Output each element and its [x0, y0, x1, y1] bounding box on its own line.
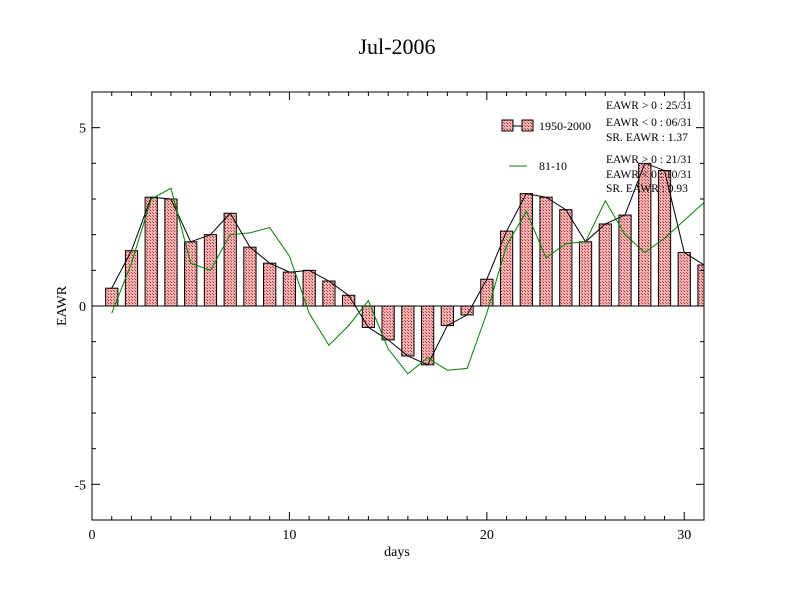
x-tick-label: 10 — [282, 528, 296, 543]
bar-day-20 — [480, 278, 494, 307]
stat-1950-pos: EAWR > 0 : 25/31 — [606, 100, 692, 112]
legend-label-1950-2000: 1950-2000 — [539, 119, 591, 133]
bar-day-10 — [282, 271, 297, 307]
chart-title: Jul-2006 — [359, 34, 436, 59]
series-line-81-10 — [111, 187, 704, 375]
legend-swatch-1950-2000 — [501, 119, 514, 132]
stat-1950-neg: EAWR < 0 : 06/31 — [606, 117, 692, 129]
stat-8110-neg: EAWR < 0 : 10/31 — [606, 169, 692, 181]
bar-day-31 — [697, 264, 704, 307]
x-axis-label: days — [384, 545, 410, 560]
stats-block: EAWR > 0 : 25/31 EAWR < 0 : 06/31 SR. EA… — [606, 100, 692, 195]
legend-label-81-10: 81-10 — [539, 159, 567, 173]
x-tick-label: 0 — [89, 528, 96, 543]
bar-day-30 — [677, 252, 691, 307]
bar-day-8 — [243, 246, 257, 307]
stat-8110-pos: EAWR > 0 : 21/31 — [606, 154, 692, 166]
legend: 1950-2000 81-10 — [501, 119, 591, 173]
bar-day-15 — [381, 305, 395, 341]
bar-day-25 — [578, 241, 593, 307]
bar-day-16 — [401, 305, 415, 357]
y-tick-label: 5 — [79, 122, 86, 137]
stat-8110-sr: SR. EAWR : 0.93 — [606, 183, 688, 195]
bar-day-24 — [559, 209, 573, 307]
bar-day-4 — [164, 198, 178, 307]
y-tick-label: -5 — [74, 478, 86, 493]
bar-day-12 — [322, 280, 336, 307]
legend-swatch-1950-2000-right — [521, 119, 534, 132]
bar-day-9 — [263, 262, 277, 307]
stat-1950-sr: SR. EAWR : 1.37 — [606, 132, 688, 144]
bar-day-18 — [440, 305, 454, 327]
bar-day-27 — [618, 214, 632, 307]
bar-day-5 — [184, 241, 198, 307]
y-axis-label: EAWR — [55, 285, 70, 326]
bar-day-7 — [223, 212, 237, 307]
y-tick-label: 0 — [79, 300, 86, 315]
bar-day-26 — [598, 223, 612, 307]
bar-day-23 — [539, 196, 553, 307]
x-tick-label: 30 — [677, 528, 691, 543]
bar-day-14 — [361, 305, 376, 328]
series-line-1950-2000 — [111, 162, 704, 366]
x-tick-label: 20 — [480, 528, 494, 543]
bar-day-13 — [342, 294, 356, 307]
